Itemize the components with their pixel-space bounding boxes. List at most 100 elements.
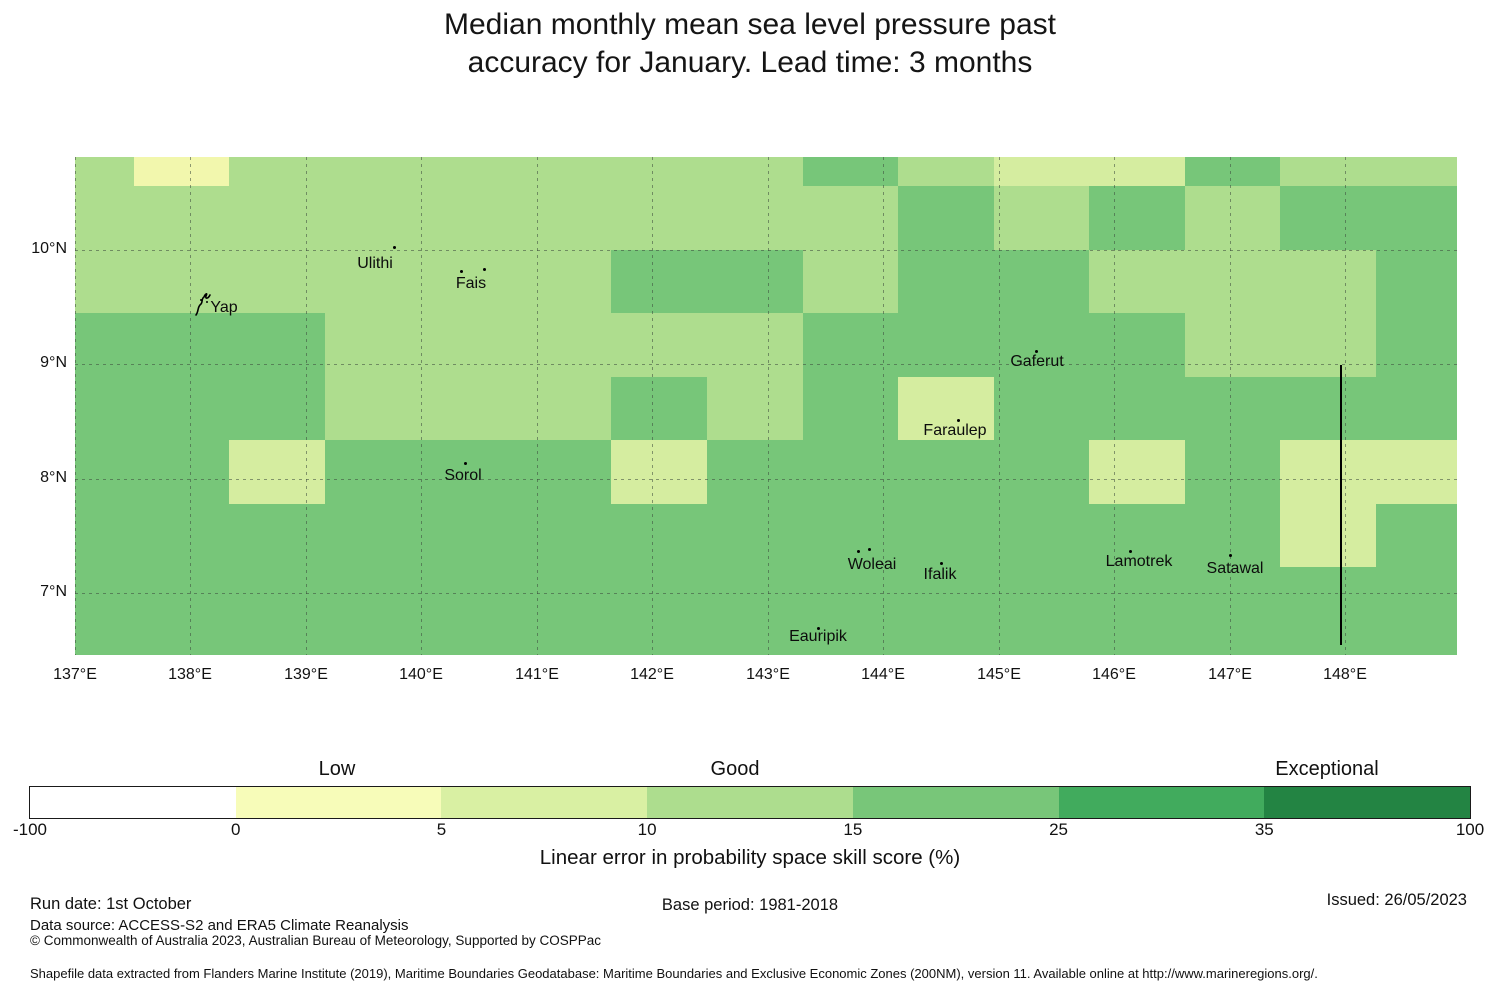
grid-cell [994, 440, 1089, 504]
grid-cell [516, 313, 611, 377]
longitude-gridline [999, 157, 1000, 655]
grid-cell [803, 157, 898, 186]
grid-cell [420, 440, 516, 504]
grid-cell [420, 377, 516, 440]
island-marker-dot [1035, 350, 1038, 353]
base-period-text: Base period: 1981-2018 [661, 896, 839, 914]
grid-cell [325, 504, 420, 567]
grid-cell [994, 504, 1089, 567]
grid-cell [1376, 631, 1457, 655]
colorbar-zone-label: Low [318, 758, 356, 780]
grid-cell [707, 313, 803, 377]
colorbar-zone-label: Exceptional [1275, 758, 1379, 780]
island-label: Ifalik [923, 566, 957, 583]
grid-cell [1089, 186, 1185, 250]
grid-cell [1376, 440, 1457, 504]
grid-cell [420, 504, 516, 567]
grid-cell [420, 157, 516, 186]
grid-cell [994, 631, 1089, 655]
grid-cell [994, 157, 1089, 186]
grid-cell [1280, 567, 1376, 631]
longitude-tick-label: 148°E [1323, 666, 1367, 683]
longitude-gridline [421, 157, 422, 655]
grid-cell [1089, 377, 1185, 440]
grid-cell [611, 250, 707, 313]
island-label: Satawal [1206, 560, 1264, 577]
island-marker-dot [940, 562, 943, 565]
grid-cell [75, 504, 134, 567]
grid-cell [994, 250, 1089, 313]
grid-cell [420, 250, 516, 313]
longitude-tick-label: 145°E [977, 666, 1021, 683]
latitude-tick-label: 10°N [31, 240, 67, 257]
grid-cell [134, 440, 229, 504]
copyright-text: © Commonwealth of Australia 2023, Austra… [30, 933, 602, 948]
colorbar-tick-label: -100 [12, 820, 48, 839]
chart-title: Median monthly mean sea level pressure p… [0, 6, 1500, 82]
grid-cell [803, 250, 898, 313]
grid-cell [325, 631, 420, 655]
grid-cell [325, 567, 420, 631]
grid-cell [516, 186, 611, 250]
grid-cell [1185, 157, 1280, 186]
longitude-tick-label: 147°E [1208, 666, 1252, 683]
longitude-gridline [883, 157, 884, 655]
longitude-tick-label: 137°E [53, 666, 97, 683]
grid-cell [1089, 567, 1185, 631]
chart-title-line1: Median monthly mean sea level pressure p… [444, 8, 1056, 41]
grid-cell [1280, 186, 1376, 250]
grid-cell [1280, 504, 1376, 567]
island-label: Woleai [847, 556, 897, 573]
grid-cell [1376, 250, 1457, 313]
shapefile-attribution-text: Shapefile data extracted from Flanders M… [30, 966, 1318, 981]
island-marker-dot [464, 462, 467, 465]
longitude-gridline [190, 157, 191, 655]
grid-cell [325, 157, 420, 186]
grid-cell [1185, 440, 1280, 504]
grid-cell [75, 186, 134, 250]
grid-cell [134, 504, 229, 567]
grid-cell [1376, 504, 1457, 567]
latitude-gridline [75, 479, 1457, 480]
grid-cell [707, 157, 803, 186]
colorbar-segment [441, 787, 648, 818]
colorbar-segment [30, 787, 236, 818]
grid-cell [611, 186, 707, 250]
grid-cell [229, 313, 325, 377]
grid-cell [75, 631, 134, 655]
grid-cell [134, 250, 229, 313]
grid-cell [1089, 440, 1185, 504]
grid-cell [229, 504, 325, 567]
grid-cell [75, 157, 134, 186]
grid-cell [1185, 377, 1280, 440]
grid-cell [898, 567, 994, 631]
longitude-tick-label: 141°E [515, 666, 559, 683]
island-label: Eauripik [789, 628, 847, 645]
grid-cell [229, 250, 325, 313]
grid-cell [898, 157, 994, 186]
grid-cell [803, 186, 898, 250]
grid-cell [803, 440, 898, 504]
grid-cell [611, 567, 707, 631]
longitude-gridline [1345, 157, 1346, 655]
grid-cell [325, 186, 420, 250]
latitude-gridline [75, 250, 1457, 251]
island-outline-shape [193, 290, 217, 322]
longitude-tick-label: 142°E [630, 666, 674, 683]
grid-cell [75, 250, 134, 313]
grid-cell [803, 567, 898, 631]
island-label: Yap [210, 299, 238, 316]
grid-cell [75, 377, 134, 440]
colorbar-segment [1058, 787, 1265, 818]
grid-cell [1185, 504, 1280, 567]
grid-cell [75, 440, 134, 504]
grid-cell [707, 186, 803, 250]
grid-cell [898, 631, 994, 655]
grid-cell [994, 313, 1089, 377]
grid-cell [420, 567, 516, 631]
grid-cell [1376, 157, 1457, 186]
grid-cell [994, 377, 1089, 440]
longitude-tick-label: 140°E [399, 666, 443, 683]
grid-cell [1089, 504, 1185, 567]
island-label: Gaferut [1010, 353, 1064, 370]
